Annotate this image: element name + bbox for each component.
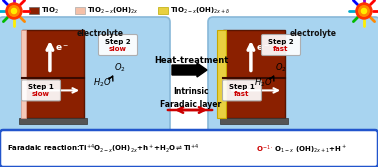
Text: Step 1: Step 1 (229, 84, 255, 90)
Bar (217, 30, 226, 118)
Circle shape (359, 6, 369, 16)
Text: h$^+$: h$^+$ (245, 82, 257, 94)
Circle shape (7, 4, 21, 18)
Text: h$^+$: h$^+$ (44, 82, 56, 94)
Circle shape (11, 9, 17, 14)
Text: e$^-$: e$^-$ (55, 43, 69, 53)
FancyBboxPatch shape (99, 35, 138, 55)
FancyBboxPatch shape (22, 80, 60, 101)
FancyBboxPatch shape (223, 80, 262, 101)
Text: fast: fast (273, 46, 289, 52)
FancyArrow shape (172, 63, 207, 77)
FancyArrowPatch shape (270, 76, 274, 81)
FancyArrowPatch shape (175, 64, 207, 75)
Text: TiO$_2$: TiO$_2$ (41, 6, 59, 16)
Circle shape (356, 3, 372, 19)
Circle shape (359, 6, 369, 16)
Circle shape (357, 4, 371, 18)
Text: electrolyte: electrolyte (76, 29, 124, 38)
Circle shape (6, 3, 22, 19)
Bar (75, 7, 85, 14)
FancyBboxPatch shape (0, 130, 378, 167)
Bar (29, 7, 39, 14)
Bar (223, 30, 285, 118)
Text: Step 2: Step 2 (105, 39, 131, 45)
Text: TiO$_{2-x}$(OH)$_{2x}$: TiO$_{2-x}$(OH)$_{2x}$ (87, 6, 139, 16)
Circle shape (11, 8, 17, 14)
Text: Intrinsic
Faradaic layer: Intrinsic Faradaic layer (160, 87, 222, 109)
FancyBboxPatch shape (0, 17, 170, 135)
FancyBboxPatch shape (262, 35, 301, 55)
Circle shape (13, 10, 15, 12)
Circle shape (12, 9, 16, 13)
Text: O$_2$: O$_2$ (114, 62, 126, 74)
Circle shape (10, 7, 18, 15)
Text: slow: slow (32, 91, 50, 97)
FancyBboxPatch shape (0, 0, 378, 22)
Text: e$^-$: e$^-$ (256, 43, 270, 53)
Bar (22, 30, 84, 118)
Circle shape (7, 4, 21, 18)
Text: Faradaic reaction:Ti$^{+4}$O$_{2-x}$(OH)$_{2x}$+h$^+$+H$_2$O$\rightleftharpoons$: Faradaic reaction:Ti$^{+4}$O$_{2-x}$(OH)… (7, 143, 199, 155)
Text: H$_2$O: H$_2$O (254, 77, 272, 89)
Bar (19, 118, 87, 124)
Text: O$_2$: O$_2$ (275, 62, 287, 74)
Text: Step 1: Step 1 (28, 84, 54, 90)
Circle shape (8, 5, 20, 17)
Text: electrolyte: electrolyte (290, 29, 336, 38)
Text: Heat-treatment: Heat-treatment (154, 55, 228, 64)
Circle shape (361, 9, 367, 14)
Text: TiO$_{2-x}$(OH)$_{2x+\delta}$: TiO$_{2-x}$(OH)$_{2x+\delta}$ (170, 6, 231, 16)
Circle shape (361, 8, 367, 14)
Circle shape (9, 6, 19, 16)
FancyArrowPatch shape (109, 76, 113, 81)
Text: slow: slow (109, 46, 127, 52)
Circle shape (9, 6, 19, 16)
Text: O$^{-1\cdot}$: O$^{-1\cdot}$ (256, 143, 273, 155)
Circle shape (363, 10, 365, 12)
Circle shape (362, 9, 366, 13)
Text: Step 2: Step 2 (268, 39, 294, 45)
Text: fast: fast (234, 91, 250, 97)
Text: H$_2$O: H$_2$O (93, 77, 111, 89)
Circle shape (358, 5, 370, 17)
Circle shape (357, 4, 371, 18)
Text: O$_{1-x}$ (OH)$_{2x+1}$+H$^+$: O$_{1-x}$ (OH)$_{2x+1}$+H$^+$ (272, 143, 347, 155)
FancyBboxPatch shape (208, 17, 378, 135)
Bar (21, 30, 26, 118)
Bar (158, 7, 168, 14)
Bar (220, 118, 288, 124)
Circle shape (360, 7, 368, 15)
